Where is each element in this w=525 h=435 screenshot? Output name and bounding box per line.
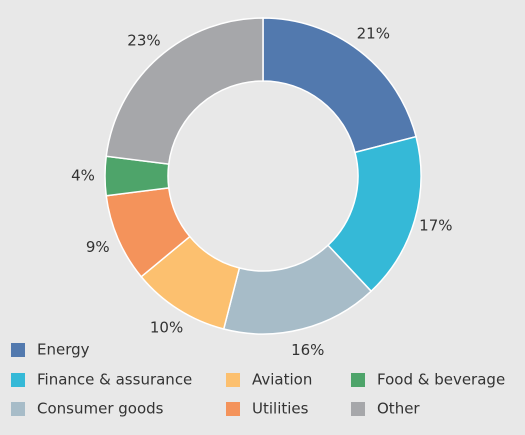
legend-swatch (351, 373, 365, 387)
value-label: 16% (291, 341, 324, 359)
legend-swatch (11, 343, 25, 357)
value-label: 10% (150, 318, 183, 336)
legend-swatch (226, 402, 240, 416)
legend-label: Aviation (252, 371, 312, 389)
value-label: 4% (71, 167, 95, 185)
legend-swatch (226, 373, 240, 387)
legend-swatch (11, 373, 25, 387)
legend-label: Food & beverage (377, 371, 505, 389)
donut-slice (105, 17, 264, 165)
value-label: 9% (86, 238, 110, 256)
legend-label: Other (377, 400, 420, 418)
value-label: 21% (357, 24, 390, 42)
legend-label: Consumer goods (37, 400, 164, 418)
legend-swatch (351, 402, 365, 416)
legend-swatch (11, 402, 25, 416)
legend-label: Energy (37, 341, 90, 359)
legend-label: Utilities (252, 400, 309, 418)
value-label: 23% (127, 31, 160, 49)
legend-label: Finance & assurance (37, 371, 192, 389)
value-label: 17% (419, 217, 452, 235)
donut-slice (262, 17, 417, 154)
